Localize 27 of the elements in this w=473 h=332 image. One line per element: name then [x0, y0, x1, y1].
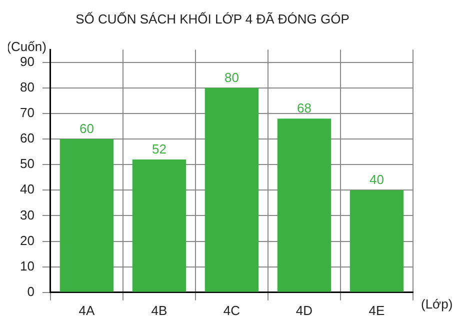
data-label: 80: [224, 70, 239, 86]
bar: [204, 88, 259, 292]
y-tick-label: 30: [20, 207, 34, 222]
x-tick-label: 4C: [223, 302, 240, 318]
y-tick-label: 60: [20, 130, 34, 146]
bar: [132, 160, 186, 292]
y-tick-label: 70: [20, 105, 34, 120]
y-tick-label: 0: [27, 284, 34, 299]
bar: [60, 139, 114, 292]
x-tick-label: 4B: [151, 302, 168, 318]
chart-title: SỐ CUỐN SÁCH KHỐI LỚP 4 ĐÃ ĐÓNG GÓP: [76, 11, 350, 26]
data-label: 52: [152, 142, 166, 157]
x-tick-label: 4E: [368, 302, 386, 318]
y-tick-label: 20: [20, 232, 34, 248]
y-tick-label: 80: [20, 80, 34, 95]
data-label: 68: [297, 100, 312, 116]
y-tick-label: 90: [20, 54, 34, 69]
y-tick-label: 10: [20, 258, 34, 274]
data-label: 60: [79, 121, 94, 136]
x-axis-title: (Lớp): [421, 296, 453, 312]
bar: [277, 118, 332, 292]
y-tick-label: 40: [20, 182, 34, 197]
y-tick-label: 50: [20, 156, 34, 172]
x-tick-label: 4D: [296, 302, 313, 318]
data-label: 40: [370, 172, 384, 188]
x-tick-label: 4A: [78, 302, 95, 318]
bar: [350, 190, 404, 292]
